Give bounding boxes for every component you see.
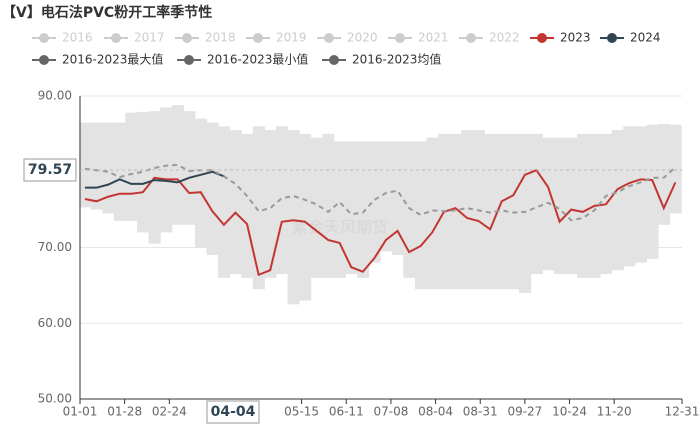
series-line <box>84 170 225 189</box>
range-band <box>137 111 150 233</box>
legend-marker <box>329 55 339 65</box>
range-band <box>611 130 624 271</box>
range-band <box>79 122 92 208</box>
range-band <box>669 124 682 214</box>
range-band <box>345 141 358 275</box>
series-line <box>84 169 677 277</box>
range-band <box>113 122 126 221</box>
y-tick-label: 50.00 <box>38 392 72 406</box>
legend-marker <box>253 33 263 43</box>
legend-label: 2019 <box>276 31 307 45</box>
legend-label: 2016-2023最大值 <box>62 52 163 67</box>
range-band <box>380 141 393 252</box>
range-band <box>495 133 509 290</box>
range-band <box>449 133 462 290</box>
range-band <box>322 133 335 278</box>
cursor-x-label: 04-04 <box>211 404 256 420</box>
x-tick-label: 10-24 <box>552 405 587 419</box>
range-band <box>646 124 659 259</box>
legend-label: 2023 <box>560 31 591 45</box>
x-tick-label: 09-27 <box>507 405 542 419</box>
range-band <box>218 126 231 278</box>
range-band <box>484 133 497 290</box>
x-tick-label: 08-04 <box>418 405 453 419</box>
range-band <box>264 130 277 278</box>
range-band <box>507 133 520 290</box>
cursor-y-label: 79.57 <box>28 162 72 178</box>
legend-marker <box>184 55 194 65</box>
range-band <box>310 137 323 278</box>
legend-marker <box>537 33 547 43</box>
legend-label: 2024 <box>630 31 661 45</box>
range-band <box>241 133 254 278</box>
range-band <box>565 137 578 275</box>
y-tick-label: 60.00 <box>38 316 72 330</box>
legend-label: 2020 <box>347 31 378 45</box>
legend-marker <box>324 33 334 43</box>
y-tick-label: 70.00 <box>38 240 72 254</box>
series-line <box>84 163 677 222</box>
x-tick-label: 01-01 <box>63 405 98 419</box>
range-band <box>125 112 138 221</box>
range-band <box>403 141 416 278</box>
y-tick-label: 90.00 <box>38 89 72 103</box>
range-band <box>357 141 370 278</box>
legend-label: 2022 <box>489 31 520 45</box>
legend-label: 2021 <box>418 31 449 45</box>
legend-label: 2016-2023均值 <box>352 52 441 67</box>
range-band <box>194 118 208 248</box>
range-band <box>623 126 636 267</box>
chart-title: 【V】电石法PVC粉开工率季节性 <box>2 4 212 21</box>
range-band <box>530 133 543 275</box>
range-band <box>90 122 103 210</box>
legend-label: 2016 <box>62 31 93 45</box>
range-band <box>368 141 381 263</box>
range-band <box>102 122 115 214</box>
legend-marker <box>39 55 49 65</box>
legend-marker <box>466 33 476 43</box>
legend-label: 2017 <box>134 31 165 45</box>
x-tick-label: 01-28 <box>107 405 142 419</box>
legend-marker <box>182 33 192 43</box>
x-tick-label: 08-31 <box>463 405 498 419</box>
range-band <box>634 126 647 263</box>
range-band <box>333 141 346 278</box>
watermark: 紫金天风期货 <box>292 218 388 237</box>
range-band <box>576 133 590 278</box>
legend-marker <box>395 33 405 43</box>
range-band <box>275 126 289 275</box>
x-tick-label: 07-08 <box>373 405 408 419</box>
x-tick-label: 02-24 <box>152 405 187 419</box>
range-band <box>299 133 312 301</box>
x-tick-label: 11-20 <box>597 405 632 419</box>
range-band <box>252 126 265 290</box>
x-tick-label: 06-11 <box>329 405 364 419</box>
range-band <box>287 130 300 305</box>
legend-marker <box>39 33 49 43</box>
range-band <box>426 137 439 290</box>
cursor-x-box <box>206 400 260 424</box>
range-band <box>206 122 219 256</box>
legend-marker <box>607 33 617 43</box>
range-band <box>414 141 427 290</box>
range-band <box>553 137 566 275</box>
x-tick-label: 05-15 <box>284 405 319 419</box>
x-tick-label: 12-31 <box>665 405 700 419</box>
range-band <box>229 130 242 275</box>
range-band <box>519 133 532 293</box>
range-band <box>171 105 184 225</box>
legend-marker <box>111 33 121 43</box>
legend-label: 2018 <box>205 31 236 45</box>
legend-label: 2016-2023最小值 <box>207 52 308 67</box>
cursor-y-box <box>23 158 77 182</box>
range-band <box>183 111 196 225</box>
